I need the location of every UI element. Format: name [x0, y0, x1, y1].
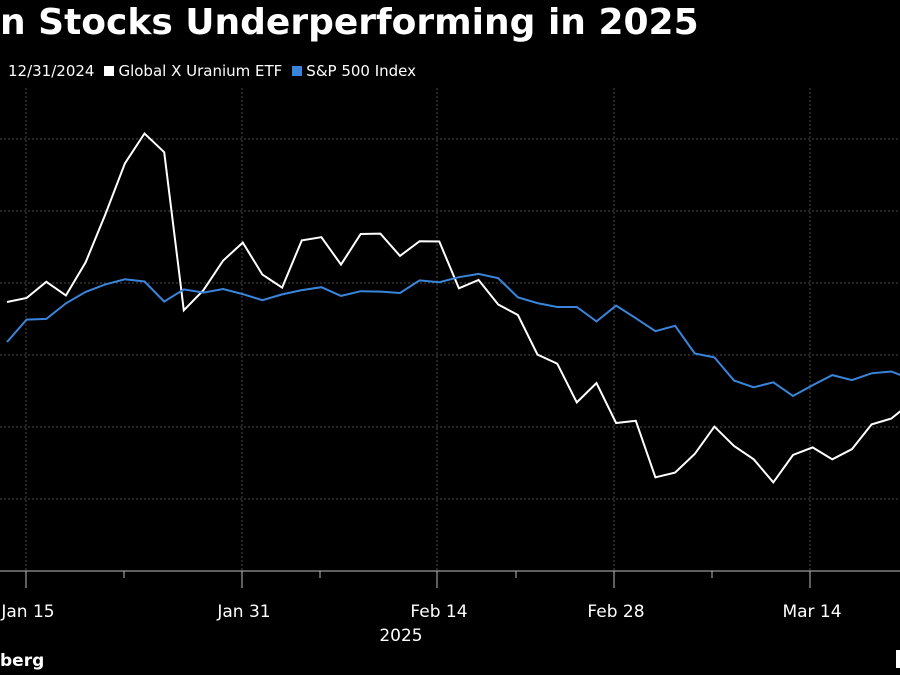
- uranium-etf-line: [6, 131, 900, 485]
- legend-label-sp500: S&P 500 Index: [306, 62, 417, 80]
- legend-label-baseline: 12/31/2024: [8, 62, 95, 80]
- source-label: berg: [0, 651, 45, 671]
- x-tick-label-3: Feb 28: [587, 602, 644, 622]
- legend-item-baseline: 12/31/2024: [8, 62, 94, 80]
- legend: 12/31/2024 Global X Uranium ETF S&P 500 …: [8, 60, 426, 82]
- sp500-line: [6, 272, 900, 398]
- legend-item-uranium-etf: Global X Uranium ETF: [104, 62, 282, 80]
- x-tick-label-0: Jan 15: [0, 602, 54, 622]
- legend-item-sp500: S&P 500 Index: [292, 62, 416, 80]
- legend-label-uranium-etf: Global X Uranium ETF: [118, 62, 283, 80]
- x-tick-label-4: Mar 14: [782, 602, 841, 622]
- x-year-label: 2025: [379, 626, 422, 646]
- chart-title: n Stocks Underperforming in 2025: [0, 2, 699, 43]
- x-tick-label-2: Feb 14: [410, 602, 467, 622]
- x-tick-label-1: Jan 31: [216, 602, 270, 622]
- legend-swatch-uranium-etf: [104, 66, 115, 76]
- legend-swatch-sp500: [292, 66, 303, 76]
- logo-mark: [896, 650, 900, 668]
